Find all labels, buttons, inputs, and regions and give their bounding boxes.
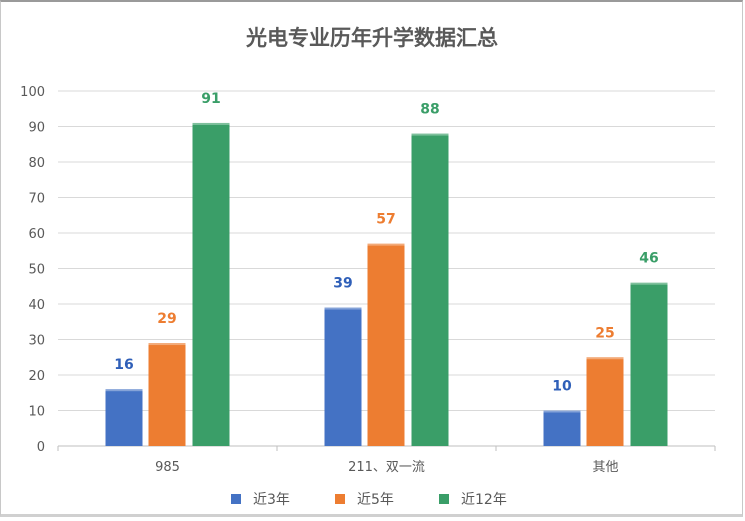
bars (105, 122, 668, 446)
bar-highlight (543, 410, 581, 413)
data-label: 16 (114, 357, 133, 373)
y-tick-label: 0 (37, 440, 45, 455)
bar-highlight (630, 282, 668, 285)
bar (630, 282, 668, 446)
legend-swatch (231, 494, 241, 504)
legend-swatch (335, 494, 345, 504)
legend: 近3年 近5年 近12年 (231, 492, 507, 508)
data-label: 10 (552, 379, 572, 395)
x-tick-label: 985 (155, 460, 180, 475)
data-label: 25 (595, 325, 614, 341)
y-tick-label: 70 (28, 192, 45, 207)
legend-label: 近5年 (357, 492, 394, 508)
bar (411, 133, 449, 446)
bar (192, 122, 230, 446)
y-tick-label: 50 (28, 263, 45, 278)
y-tick-label: 60 (28, 227, 45, 242)
data-label: 57 (376, 212, 395, 228)
y-tick-label: 20 (28, 369, 45, 384)
data-label: 29 (157, 311, 176, 327)
y-tick-label: 100 (20, 85, 45, 100)
bar-highlight (192, 122, 230, 125)
bar-highlight (411, 133, 449, 136)
bar-highlight (367, 243, 405, 246)
bar-highlight (105, 389, 143, 392)
data-labels: 16 29 91 39 57 88 10 25 46 (114, 91, 658, 395)
bar (543, 410, 581, 446)
bar-highlight (586, 357, 624, 360)
bar (324, 307, 362, 446)
bar (105, 389, 143, 446)
data-label: 39 (333, 276, 352, 292)
x-axis-ticks: 985 211、双一流 其他 (57, 446, 716, 475)
bar (148, 343, 186, 446)
y-tick-label: 90 (28, 121, 45, 136)
data-label: 91 (201, 91, 220, 107)
legend-swatch (439, 494, 449, 504)
bar (586, 357, 624, 446)
y-tick-label: 10 (28, 405, 45, 420)
y-tick-label: 40 (28, 298, 45, 313)
chart-title: 光电专业历年升学数据汇总 (245, 26, 498, 50)
y-axis-ticks: 0 10 20 30 40 50 60 70 80 90 100 (20, 85, 45, 455)
data-label: 46 (639, 251, 658, 267)
bar-highlight (324, 307, 362, 310)
legend-label: 近12年 (461, 492, 507, 508)
legend-label: 近3年 (253, 492, 290, 508)
bar (367, 243, 405, 446)
y-tick-label: 30 (28, 334, 45, 349)
x-tick-label: 211、双一流 (348, 460, 425, 475)
data-label: 88 (420, 102, 439, 118)
bar-highlight (148, 343, 186, 346)
x-tick-label: 其他 (592, 460, 618, 475)
y-tick-label: 80 (28, 156, 45, 171)
